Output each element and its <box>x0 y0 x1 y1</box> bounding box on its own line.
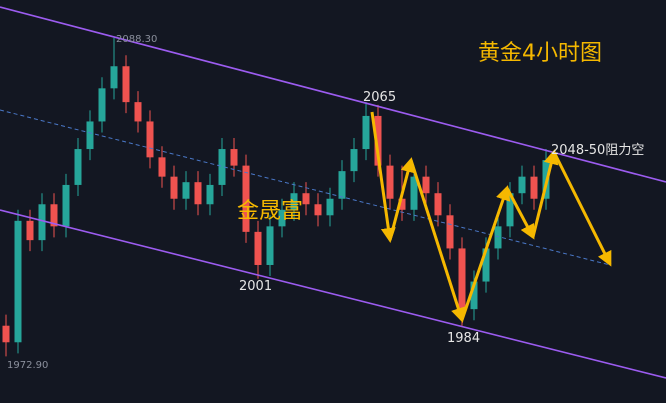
low-label: 1972.90 <box>7 360 48 371</box>
candle-body <box>410 176 418 210</box>
trough-label: 2001 <box>239 279 272 294</box>
candle-body <box>398 198 406 210</box>
candle-body <box>470 281 478 310</box>
high-label: 2088.30 <box>116 34 157 45</box>
forecast-arrows <box>370 111 612 323</box>
candle-body <box>218 149 226 185</box>
candle-body <box>374 115 382 166</box>
candle-body <box>134 102 142 122</box>
candle-body <box>458 248 466 310</box>
candle-body <box>2 325 10 343</box>
candle-body <box>530 176 538 199</box>
candle-body <box>98 88 106 122</box>
candle-body <box>194 182 202 205</box>
candle-body <box>170 176 178 199</box>
candle-body <box>158 157 166 177</box>
candle-body <box>86 121 94 150</box>
trough-label: 1984 <box>447 331 480 346</box>
candle-body <box>14 220 22 343</box>
candle-body <box>362 115 370 150</box>
candle-body <box>278 209 286 227</box>
candle-body <box>434 193 442 216</box>
candle-body <box>254 231 262 265</box>
candle-body <box>506 193 514 227</box>
chart-title: 黄金4小时图 <box>478 41 602 66</box>
candle-body <box>422 176 430 194</box>
candle-body <box>242 165 250 232</box>
candle-body <box>74 149 82 185</box>
candle-body <box>182 182 190 199</box>
candle-body <box>350 149 358 172</box>
candle-body <box>122 66 130 103</box>
candle-body <box>386 165 394 199</box>
candle-body <box>26 220 34 241</box>
candle-body <box>446 215 454 249</box>
candle-body <box>230 149 238 166</box>
candle-body <box>338 171 346 199</box>
candle-body <box>50 204 58 227</box>
resistance-label: 2048-50阻力空 <box>551 143 644 158</box>
candle-body <box>314 204 322 216</box>
candle-body <box>326 198 334 216</box>
peak-label: 2065 <box>363 90 396 105</box>
candle-body <box>110 66 118 89</box>
candle-body <box>302 193 310 205</box>
candle-body <box>38 204 46 241</box>
candle-body <box>290 193 298 210</box>
candle-body <box>206 184 214 205</box>
channel-lower <box>0 209 666 379</box>
candle-body <box>146 121 154 158</box>
candle-body <box>494 226 502 249</box>
watermark: 金晟富 <box>237 199 303 224</box>
candle-body <box>62 184 70 227</box>
candle-body <box>266 226 274 265</box>
candle-body <box>482 248 490 282</box>
candle-body <box>518 176 526 194</box>
